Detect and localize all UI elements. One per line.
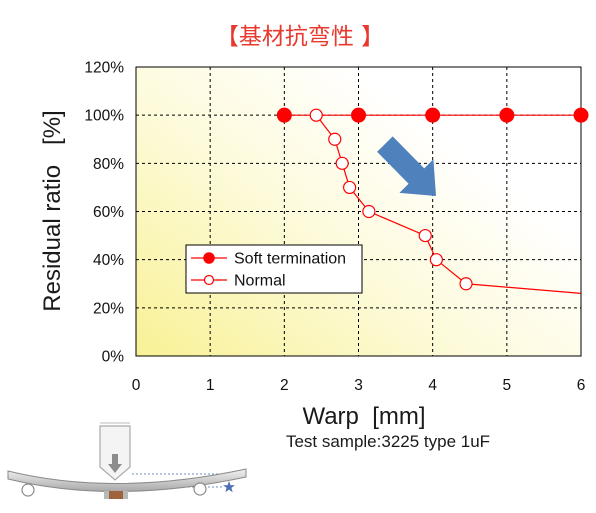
y-tick-label: 100% [84, 108, 124, 125]
legend: Soft termination Normal [185, 244, 363, 294]
y-tick-label: 40% [93, 252, 124, 269]
y-tick-label: 80% [93, 156, 124, 173]
y-tick-label: 60% [93, 204, 124, 221]
down-arrow-icon [108, 454, 122, 473]
x-axis-label: Warp [mm] [302, 403, 425, 430]
y-axis-label: Residual ratio [%] [39, 110, 66, 311]
legend-label-soft-termination: Soft termination [234, 251, 346, 268]
normal-marker [429, 253, 443, 267]
support-right [193, 482, 207, 496]
soft-termination-marker [425, 107, 441, 123]
normal-marker [343, 180, 357, 195]
series-markers [276, 107, 589, 291]
x-tick-label: 0 [132, 377, 141, 394]
soft-termination-marker [573, 107, 589, 123]
x-tick-label: 6 [577, 377, 586, 394]
plot-frame [135, 66, 582, 357]
x-tick-label: 5 [503, 377, 512, 394]
star-icon [223, 481, 235, 493]
support-left [21, 483, 35, 497]
y-tick-label: 0% [102, 349, 125, 366]
chart-title: 【基材抗弯性 】 [216, 24, 384, 50]
normal-marker [328, 132, 342, 146]
y-tick-label: 120% [84, 60, 124, 77]
normal-marker [418, 228, 432, 243]
test-sample-note: Test sample:3225 type 1uF [286, 432, 490, 451]
legend-label-normal: Normal [234, 273, 286, 290]
legend-marker-normal [203, 274, 215, 286]
x-tick-label: 3 [354, 377, 363, 394]
y-tick-label: 20% [93, 300, 124, 317]
down-right-arrow-icon [377, 136, 436, 196]
soft-termination-marker [276, 107, 292, 123]
normal-marker [362, 204, 376, 219]
x-tick-label: 2 [280, 377, 289, 394]
board-bending-test-diagram-icon [7, 422, 247, 499]
soft-termination-marker [351, 107, 366, 123]
normal-marker [309, 108, 323, 122]
x-tick-label: 1 [206, 377, 215, 394]
soft-termination-marker [499, 107, 515, 123]
legend-box [185, 244, 363, 294]
normal-marker [459, 277, 473, 291]
normal-marker [335, 156, 349, 170]
x-tick-label: 4 [428, 377, 437, 394]
press-tool-icon [99, 425, 131, 481]
chip-component [109, 491, 123, 499]
bent-board [7, 468, 247, 492]
legend-marker-soft-termination [203, 252, 215, 264]
tick-labels: 0 1 2 3 4 5 60%20%40%60%80%100%120% [84, 60, 585, 395]
